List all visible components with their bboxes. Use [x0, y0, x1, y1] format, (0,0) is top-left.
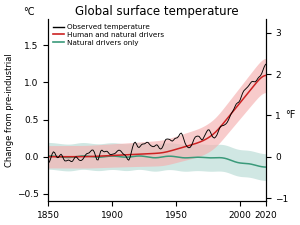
Text: °C: °C [23, 7, 35, 17]
Y-axis label: Change from pre-industrial: Change from pre-industrial [5, 53, 14, 167]
Title: Global surface temperature: Global surface temperature [75, 5, 239, 18]
Legend: Observed temperature, Human and natural drivers, Natural drivers only: Observed temperature, Human and natural … [50, 21, 167, 49]
Y-axis label: °F: °F [285, 110, 295, 120]
